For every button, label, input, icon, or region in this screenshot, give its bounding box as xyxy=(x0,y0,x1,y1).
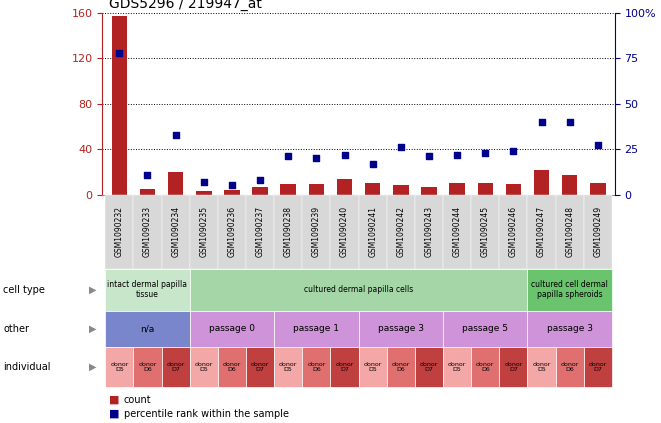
Text: donor
D6: donor D6 xyxy=(138,362,157,372)
Text: GSM1090237: GSM1090237 xyxy=(256,206,264,257)
Bar xyxy=(449,183,465,195)
Bar xyxy=(336,179,352,195)
Text: count: count xyxy=(124,395,151,405)
Text: GSM1090240: GSM1090240 xyxy=(340,206,349,257)
Text: GSM1090246: GSM1090246 xyxy=(509,206,518,257)
Text: donor
D6: donor D6 xyxy=(307,362,326,372)
Point xyxy=(452,151,463,158)
Text: ▶: ▶ xyxy=(89,285,97,295)
Point xyxy=(368,160,378,167)
Bar xyxy=(477,183,493,195)
Text: GSM1090243: GSM1090243 xyxy=(424,206,434,257)
Text: GSM1090248: GSM1090248 xyxy=(565,206,574,257)
Text: donor
D7: donor D7 xyxy=(504,362,523,372)
Text: GSM1090244: GSM1090244 xyxy=(453,206,461,257)
Text: GSM1090247: GSM1090247 xyxy=(537,206,546,257)
Point xyxy=(311,155,322,162)
Text: GSM1090241: GSM1090241 xyxy=(368,206,377,257)
Point xyxy=(536,118,547,125)
Text: GDS5296 / 219947_at: GDS5296 / 219947_at xyxy=(109,0,262,11)
Text: donor
D5: donor D5 xyxy=(279,362,297,372)
Text: donor
D7: donor D7 xyxy=(589,362,607,372)
Point xyxy=(227,182,237,189)
Point xyxy=(171,131,181,138)
Text: GSM1090235: GSM1090235 xyxy=(199,206,208,257)
Text: cultured cell dermal
papilla spheroids: cultured cell dermal papilla spheroids xyxy=(531,280,608,299)
Text: GSM1090239: GSM1090239 xyxy=(312,206,321,257)
Text: GSM1090245: GSM1090245 xyxy=(481,206,490,257)
Text: ■: ■ xyxy=(109,409,120,419)
Point xyxy=(592,142,603,149)
Bar xyxy=(365,183,381,195)
Point xyxy=(508,148,519,154)
Text: donor
D6: donor D6 xyxy=(561,362,579,372)
Point xyxy=(564,118,575,125)
Text: GSM1090236: GSM1090236 xyxy=(227,206,237,257)
Text: ■: ■ xyxy=(109,395,120,405)
Text: percentile rank within the sample: percentile rank within the sample xyxy=(124,409,289,419)
Text: individual: individual xyxy=(3,362,51,372)
Point xyxy=(283,153,293,160)
Text: donor
D7: donor D7 xyxy=(251,362,269,372)
Text: donor
D5: donor D5 xyxy=(448,362,466,372)
Bar xyxy=(168,172,183,195)
Text: donor
D5: donor D5 xyxy=(532,362,551,372)
Text: ▶: ▶ xyxy=(89,362,97,372)
Point xyxy=(254,177,265,184)
Bar xyxy=(309,184,324,195)
Text: passage 1: passage 1 xyxy=(293,324,339,333)
Text: donor
D7: donor D7 xyxy=(335,362,354,372)
Bar xyxy=(421,187,437,195)
Text: donor
D6: donor D6 xyxy=(391,362,410,372)
Text: donor
D5: donor D5 xyxy=(194,362,213,372)
Text: intact dermal papilla
tissue: intact dermal papilla tissue xyxy=(108,280,188,299)
Text: passage 0: passage 0 xyxy=(209,324,255,333)
Bar xyxy=(224,190,240,195)
Text: GSM1090234: GSM1090234 xyxy=(171,206,180,257)
Bar xyxy=(393,185,408,195)
Text: donor
D5: donor D5 xyxy=(110,362,128,372)
Text: donor
D6: donor D6 xyxy=(223,362,241,372)
Bar xyxy=(534,170,549,195)
Bar xyxy=(253,187,268,195)
Text: other: other xyxy=(3,324,29,334)
Point xyxy=(480,149,490,156)
Text: donor
D5: donor D5 xyxy=(364,362,382,372)
Text: GSM1090238: GSM1090238 xyxy=(284,206,293,257)
Text: donor
D6: donor D6 xyxy=(476,362,494,372)
Bar xyxy=(562,175,578,195)
Text: passage 3: passage 3 xyxy=(378,324,424,333)
Text: ▶: ▶ xyxy=(89,324,97,334)
Bar xyxy=(196,191,212,195)
Point xyxy=(395,144,406,151)
Text: passage 3: passage 3 xyxy=(547,324,593,333)
Text: donor
D7: donor D7 xyxy=(420,362,438,372)
Point xyxy=(339,151,350,158)
Bar xyxy=(590,183,605,195)
Point xyxy=(424,153,434,160)
Text: n/a: n/a xyxy=(140,324,155,333)
Text: cultured dermal papilla cells: cultured dermal papilla cells xyxy=(304,285,413,294)
Point xyxy=(142,171,153,178)
Text: GSM1090233: GSM1090233 xyxy=(143,206,152,257)
Bar xyxy=(506,184,521,195)
Text: passage 5: passage 5 xyxy=(462,324,508,333)
Text: GSM1090249: GSM1090249 xyxy=(594,206,602,257)
Bar xyxy=(139,189,155,195)
Text: cell type: cell type xyxy=(3,285,45,295)
Text: donor
D7: donor D7 xyxy=(167,362,185,372)
Point xyxy=(198,179,209,185)
Bar xyxy=(112,16,127,195)
Text: GSM1090232: GSM1090232 xyxy=(115,206,124,257)
Point xyxy=(114,49,125,56)
Text: GSM1090242: GSM1090242 xyxy=(397,206,405,257)
Bar xyxy=(280,184,296,195)
